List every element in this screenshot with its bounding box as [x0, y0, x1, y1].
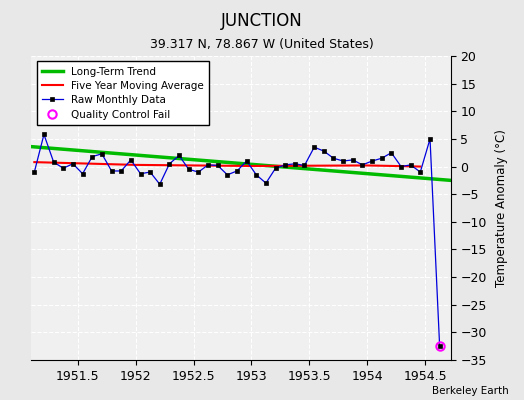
Raw Monthly Data	[80, 171, 86, 176]
Raw Monthly Data	[118, 168, 124, 173]
Five Year Moving Average	[417, 164, 423, 169]
Raw Monthly Data	[205, 162, 211, 167]
Raw Monthly Data	[185, 167, 192, 172]
Raw Monthly Data	[388, 150, 395, 155]
Raw Monthly Data	[147, 170, 154, 174]
Line: Raw Monthly Data: Raw Monthly Data	[32, 132, 442, 349]
Raw Monthly Data	[436, 344, 443, 348]
Raw Monthly Data	[224, 172, 231, 177]
Raw Monthly Data	[369, 159, 375, 164]
Raw Monthly Data	[253, 172, 259, 177]
Raw Monthly Data	[108, 168, 115, 173]
Raw Monthly Data	[99, 152, 105, 156]
Five Year Moving Average	[364, 163, 370, 168]
Raw Monthly Data	[176, 153, 182, 158]
Raw Monthly Data	[330, 156, 336, 161]
Text: JUNCTION: JUNCTION	[221, 12, 303, 30]
Raw Monthly Data	[195, 170, 202, 174]
Raw Monthly Data	[340, 159, 346, 164]
Raw Monthly Data	[157, 182, 163, 187]
Raw Monthly Data	[321, 149, 327, 154]
Raw Monthly Data	[214, 163, 221, 168]
Legend: Long-Term Trend, Five Year Moving Average, Raw Monthly Data, Quality Control Fai: Long-Term Trend, Five Year Moving Averag…	[37, 61, 209, 125]
Text: 39.317 N, 78.867 W (United States): 39.317 N, 78.867 W (United States)	[150, 38, 374, 51]
Raw Monthly Data	[282, 162, 288, 167]
Raw Monthly Data	[398, 164, 404, 169]
Raw Monthly Data	[244, 159, 250, 164]
Raw Monthly Data	[379, 156, 385, 161]
Five Year Moving Average	[248, 164, 255, 168]
Y-axis label: Temperature Anomaly (°C): Temperature Anomaly (°C)	[495, 129, 508, 287]
Raw Monthly Data	[292, 161, 298, 166]
Raw Monthly Data	[408, 162, 414, 167]
Raw Monthly Data	[70, 161, 76, 166]
Raw Monthly Data	[263, 181, 269, 186]
Raw Monthly Data	[128, 158, 134, 162]
Raw Monthly Data	[417, 170, 423, 174]
Five Year Moving Average	[31, 160, 38, 164]
Raw Monthly Data	[311, 145, 318, 150]
Raw Monthly Data	[60, 166, 67, 171]
Raw Monthly Data	[137, 171, 144, 176]
Raw Monthly Data	[301, 163, 308, 168]
Raw Monthly Data	[166, 161, 172, 166]
Raw Monthly Data	[427, 136, 433, 141]
Line: Five Year Moving Average: Five Year Moving Average	[35, 162, 420, 166]
Raw Monthly Data	[359, 162, 366, 167]
Raw Monthly Data	[31, 170, 38, 174]
Text: Berkeley Earth: Berkeley Earth	[432, 386, 508, 396]
Raw Monthly Data	[50, 160, 57, 164]
Five Year Moving Average	[133, 162, 139, 167]
Raw Monthly Data	[41, 132, 47, 137]
Raw Monthly Data	[89, 154, 95, 159]
Raw Monthly Data	[350, 158, 356, 162]
Raw Monthly Data	[272, 166, 279, 171]
Raw Monthly Data	[234, 168, 240, 173]
